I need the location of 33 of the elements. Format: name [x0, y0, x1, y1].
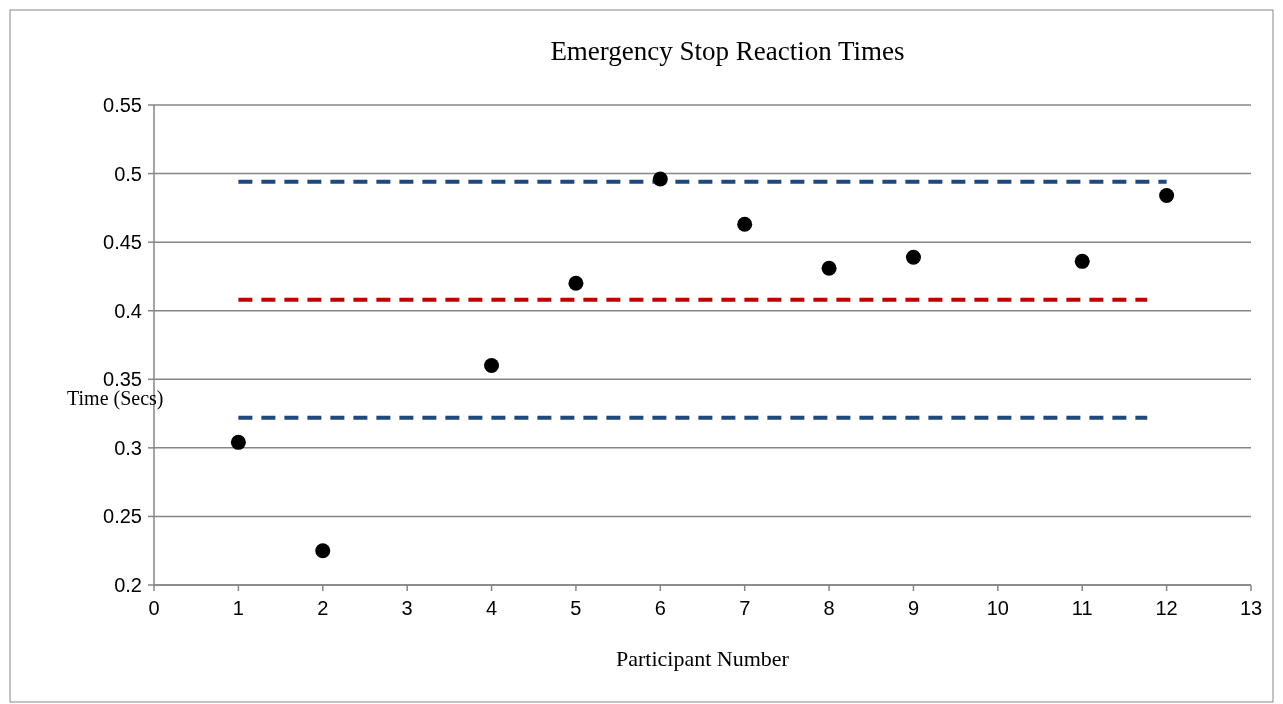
point: [737, 216, 753, 232]
y-tick-label: 0.25: [103, 505, 142, 528]
point: [230, 434, 246, 450]
y-tick-label: 0.2: [114, 574, 142, 596]
point: [568, 275, 584, 291]
y-tick-label: 0.5: [114, 162, 142, 185]
point: [1074, 253, 1090, 269]
x-tick-label: 5: [570, 597, 582, 619]
x-tick-label: 11: [1071, 597, 1093, 619]
point: [821, 260, 837, 276]
x-tick-label: 13: [1239, 597, 1263, 619]
y-tick-label: 0.55: [103, 94, 142, 116]
point: [652, 171, 668, 187]
x-tick-label: 1: [232, 597, 244, 619]
point: [1159, 188, 1175, 204]
x-axis-title: Participant Number: [616, 646, 790, 671]
x-tick-label: 4: [485, 597, 498, 619]
x-tick-label: 6: [654, 597, 666, 619]
x-tick-label: 3: [401, 597, 413, 619]
x-tick-label: 12: [1155, 597, 1178, 619]
y-tick-label: 0.4: [114, 299, 142, 322]
chart-title: Emergency Stop Reaction Times: [550, 36, 905, 66]
point: [484, 358, 500, 374]
point: [905, 249, 921, 265]
x-tick-label: 7: [739, 597, 751, 619]
y-tick-label: 0.3: [114, 436, 142, 459]
x-tick-label: 0: [148, 597, 160, 619]
x-tick-label: 9: [907, 597, 920, 619]
point: [315, 543, 331, 559]
x-tick-label: 8: [823, 597, 835, 619]
x-tick-label: 2: [317, 597, 329, 619]
y-tick-label: 0.45: [103, 231, 142, 254]
x-tick-label: 10: [986, 597, 1009, 619]
